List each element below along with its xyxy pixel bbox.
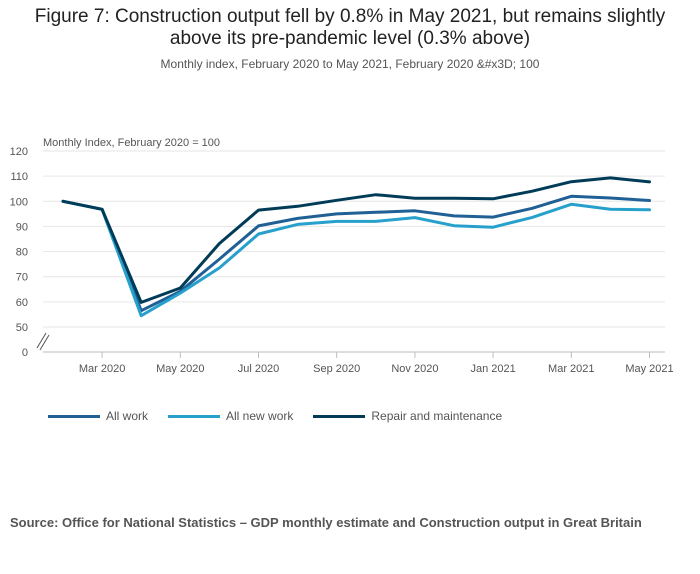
data-point — [609, 176, 612, 179]
data-point — [296, 205, 299, 208]
x-tick-label: May 2021 — [625, 363, 673, 375]
data-point — [648, 180, 651, 183]
data-point — [609, 197, 612, 200]
data-point — [257, 209, 260, 212]
data-point — [492, 197, 495, 200]
data-point — [570, 203, 573, 206]
y-tick-label: 80 — [16, 247, 28, 259]
data-point — [492, 216, 495, 219]
line-chart: Monthly Index, February 2020 = 100 0 50 60… — [10, 137, 674, 375]
series-line-all-new-work[interactable] — [61, 199, 651, 318]
y-tick-label: 90 — [16, 221, 28, 233]
chart-title: Figure 7: Construction output fell by 0.… — [34, 6, 666, 49]
data-point — [374, 211, 377, 214]
source-note: Source: Office for National Statistics –… — [10, 515, 642, 530]
x-tick-label: Jul 2020 — [238, 363, 280, 375]
x-tick-label: Sep 2020 — [313, 363, 360, 375]
data-point — [179, 292, 182, 295]
y-tick-label: 100 — [10, 196, 28, 208]
data-point — [648, 208, 651, 211]
data-point — [570, 180, 573, 183]
data-point — [257, 224, 260, 227]
data-point — [453, 224, 456, 227]
data-point — [296, 217, 299, 220]
y-axis-break — [35, 332, 50, 351]
legend-label-all-new-work: All new work — [226, 409, 294, 423]
legend-item-repair-maintenance[interactable]: Repair and maintenance — [313, 409, 502, 423]
series-line-repair-and-maintenance[interactable] — [61, 176, 651, 304]
y-axis-label: Monthly Index, February 2020 = 100 — [43, 137, 220, 149]
data-point — [179, 287, 182, 290]
y-tick-label: 120 — [10, 146, 28, 158]
data-point — [453, 197, 456, 200]
x-tick-label: Mar 2020 — [79, 363, 125, 375]
data-point — [218, 258, 221, 261]
y-tick-label: 50 — [16, 322, 28, 334]
chart-legend: All work All new work Repair and mainten… — [48, 409, 522, 423]
data-point — [335, 220, 338, 223]
legend-swatch-all-new-work — [168, 414, 221, 418]
legend-item-all-work[interactable]: All work — [48, 409, 148, 423]
data-point — [413, 216, 416, 219]
data-point — [609, 208, 612, 211]
data-point — [374, 193, 377, 196]
y-tick-label: 70 — [16, 272, 28, 284]
data-point — [218, 242, 221, 245]
data-point — [531, 190, 534, 193]
legend-swatch-all-work — [48, 414, 100, 418]
legend-label-repair-maintenance: Repair and maintenance — [371, 409, 503, 423]
data-point — [335, 199, 338, 202]
data-point — [648, 199, 651, 202]
chart-subtitle: Monthly index, February 2020 to May 2021… — [160, 57, 540, 71]
data-point — [140, 314, 143, 317]
y-tick-label: 0 — [22, 347, 28, 359]
data-point — [62, 200, 65, 203]
x-tick-label: Mar 2021 — [548, 363, 594, 375]
data-point — [453, 214, 456, 217]
legend-swatch-repair-maintenance — [313, 414, 366, 418]
series-line-all-work[interactable] — [61, 194, 651, 313]
data-point — [492, 226, 495, 229]
legend-label-all-work: All work — [106, 409, 149, 423]
x-tick-label: May 2020 — [156, 363, 204, 375]
y-tick-label: 110 — [10, 171, 28, 183]
data-point — [218, 266, 221, 269]
data-point — [257, 232, 260, 235]
data-point — [413, 197, 416, 200]
data-point — [413, 209, 416, 212]
legend-item-all-new-work[interactable]: All new work — [168, 409, 293, 423]
data-point — [296, 223, 299, 226]
data-point — [531, 207, 534, 210]
data-point — [140, 301, 143, 304]
data-point — [101, 208, 104, 211]
data-point — [335, 212, 338, 215]
x-tick-label: Nov 2020 — [391, 363, 438, 375]
data-point — [531, 216, 534, 219]
data-point — [570, 195, 573, 198]
y-tick-label: 60 — [16, 297, 28, 309]
data-point — [374, 220, 377, 223]
x-tick-label: Jan 2021 — [470, 363, 515, 375]
